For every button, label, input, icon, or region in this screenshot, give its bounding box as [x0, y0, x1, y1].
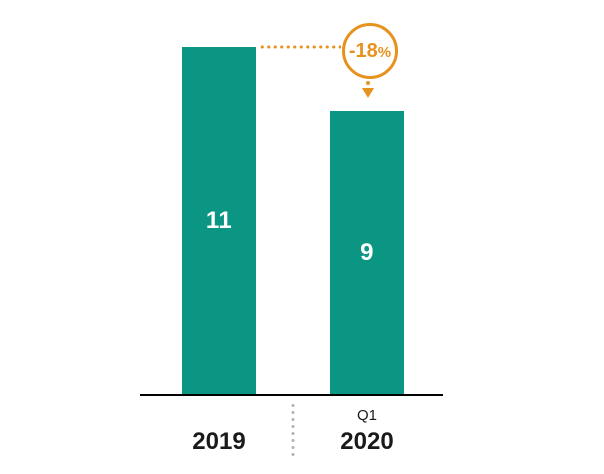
percent-sign: %	[377, 43, 392, 61]
arrow-down-icon	[362, 88, 374, 98]
x-label-2020: 2020	[340, 428, 394, 455]
arrow-down-dot	[366, 81, 370, 85]
bar-q1-2020: 9	[330, 111, 404, 394]
x-label-2019: 2019	[192, 428, 246, 455]
category-separator-dotted-line	[291, 402, 295, 459]
bar-value-2019: 11	[205, 206, 233, 234]
percent-change-value: -18	[348, 40, 378, 62]
x-label-q1: Q1	[356, 407, 377, 424]
x-axis-line	[140, 394, 443, 396]
percent-change-badge: -18 %	[342, 23, 398, 79]
leader-dotted-line	[259, 44, 341, 50]
bar-2019: 11	[182, 47, 256, 394]
bar-value-q1-2020: 9	[360, 238, 374, 266]
